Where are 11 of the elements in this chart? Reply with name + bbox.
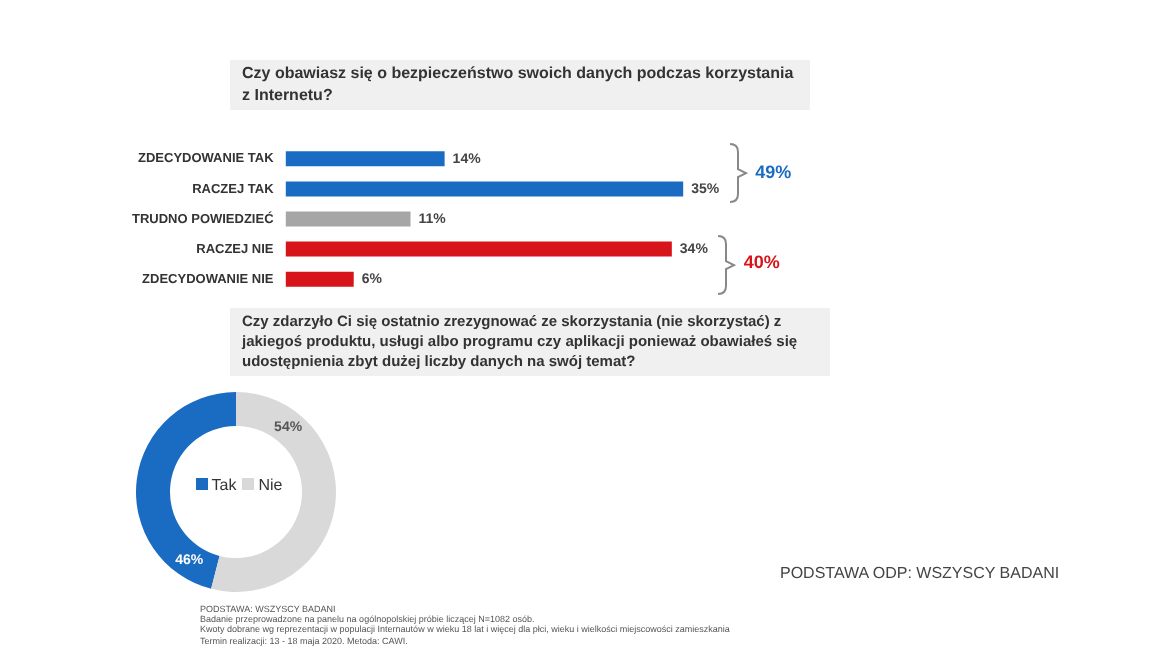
bar [285, 241, 672, 257]
legend-label: Nie [258, 476, 283, 494]
bar [285, 211, 411, 227]
legend-label: Tak [211, 476, 237, 494]
text: 49% [755, 161, 792, 182]
bar [285, 271, 354, 287]
text: 40% [743, 252, 780, 273]
chart-title: Czy obawiasz się o bezpieczeństwo swoich danych podczas korzystania z Internetu? [230, 60, 810, 110]
text: PODSTAWA ODP: WSZYSCY BADANI [780, 564, 1060, 582]
bar [285, 181, 684, 197]
bar [285, 151, 445, 167]
